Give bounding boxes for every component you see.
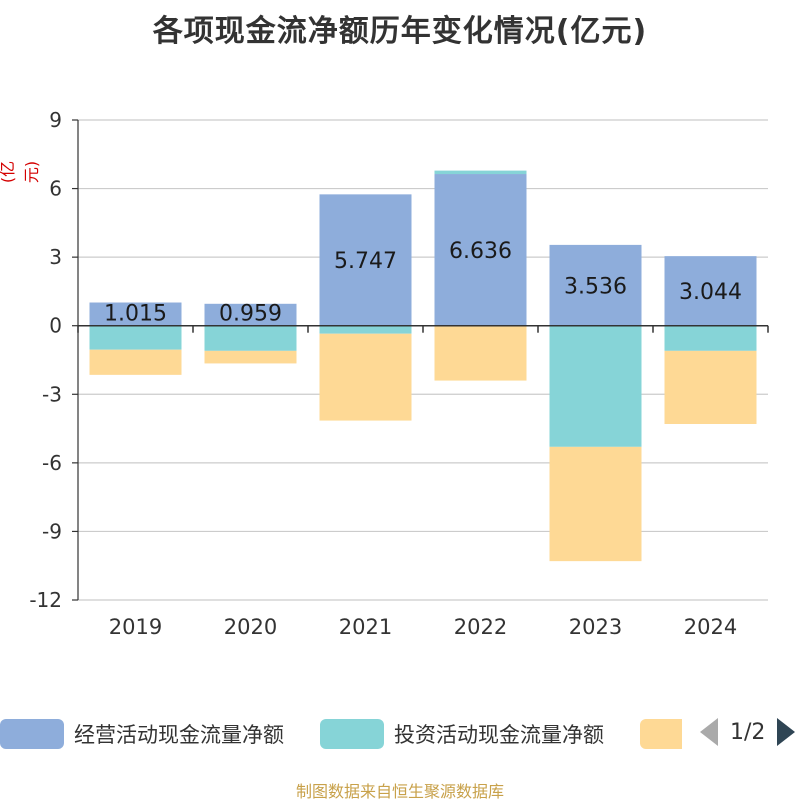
y-tick-label: -12 bbox=[29, 588, 62, 612]
bar-2023-series-1 bbox=[549, 325, 642, 447]
data-source-note: 制图数据来自恒生聚源数据库 bbox=[295, 782, 504, 801]
bar-2022-series-0 bbox=[434, 174, 527, 326]
bar-2021-series-2 bbox=[319, 333, 412, 421]
bar-2021-series-0 bbox=[319, 194, 412, 326]
y-tick-label: 3 bbox=[49, 245, 62, 269]
bar-2024-series-2 bbox=[664, 350, 757, 424]
legend-page-indicator: 1/2 bbox=[730, 719, 766, 745]
y-tick-label: 0 bbox=[49, 314, 62, 338]
bar-2022-series-1 bbox=[434, 170, 527, 175]
bar-2023-series-0 bbox=[549, 244, 642, 326]
bar-2021-series-1 bbox=[319, 325, 412, 334]
legend-item-investing[interactable]: 投资活动现金流量净额 bbox=[320, 716, 604, 752]
grid-lines bbox=[78, 119, 768, 601]
legend-item-operating[interactable]: 经营活动现金流量净额 bbox=[0, 716, 284, 752]
legend-item-third[interactable] bbox=[640, 716, 692, 752]
x-tick-label: 2022 bbox=[454, 615, 507, 639]
x-tick-label: 2019 bbox=[109, 615, 162, 639]
legend-label-investing: 投资活动现金流量净额 bbox=[394, 723, 604, 747]
legend: 经营活动现金流量净额 投资活动现金流量净额 1/2 bbox=[0, 716, 800, 752]
legend-next-arrow-icon[interactable] bbox=[777, 718, 796, 746]
chart-title: 各项现金流净额历年变化情况(亿元) bbox=[152, 14, 648, 49]
data-label-2022: 6.636 bbox=[449, 239, 512, 264]
legend-pager: 1/2 bbox=[700, 718, 796, 746]
bar-2024-series-0 bbox=[664, 256, 757, 326]
axes: 9 6 3 0 -3 -6 -9 -12 2019 2020 2021 2022 2023 2024 bbox=[29, 108, 769, 639]
x-tick-label: 2024 bbox=[684, 615, 737, 639]
y-tick-label: -9 bbox=[42, 519, 62, 543]
bar-2020-series-0 bbox=[204, 303, 297, 326]
data-label-2024: 3.044 bbox=[679, 280, 742, 305]
x-tick-label: 2021 bbox=[339, 615, 392, 639]
legend-swatch-investing bbox=[320, 719, 384, 749]
chart-canvas: 9 6 3 0 -3 -6 -9 -12 2019 2020 2021 2022 2023 2024 1.… bbox=[29, 108, 769, 639]
legend-swatch-operating bbox=[0, 719, 64, 749]
y-tick-label: -3 bbox=[42, 382, 62, 406]
legend-swatch-third bbox=[640, 719, 682, 749]
bar-2019-series-2 bbox=[89, 349, 182, 375]
y-tick-label: 9 bbox=[49, 108, 62, 132]
data-label-2021: 5.747 bbox=[334, 249, 397, 274]
x-tick-label: 2020 bbox=[224, 615, 277, 639]
bar-2023-series-2 bbox=[549, 446, 642, 562]
data-labels: 1.015 0.959 5.747 6.636 3.536 3.044 bbox=[104, 239, 742, 327]
data-label-2019: 1.015 bbox=[104, 302, 167, 327]
bar-2020-series-2 bbox=[204, 350, 297, 364]
y-tick-label: -6 bbox=[42, 451, 62, 475]
bar-2019-series-0 bbox=[89, 302, 182, 326]
bars bbox=[89, 170, 757, 562]
bar-2020-series-1 bbox=[204, 325, 297, 351]
legend-prev-arrow-icon[interactable] bbox=[700, 718, 718, 746]
bar-2022-series-2 bbox=[434, 325, 527, 381]
bar-2024-series-1 bbox=[664, 325, 757, 351]
legend-label-operating: 经营活动现金流量净额 bbox=[74, 723, 284, 747]
data-label-2023: 3.536 bbox=[564, 274, 627, 299]
bar-2019-series-1 bbox=[89, 325, 182, 350]
data-label-2020: 0.959 bbox=[219, 302, 282, 327]
y-tick-label: 6 bbox=[49, 177, 62, 201]
x-tick-label: 2023 bbox=[569, 615, 622, 639]
